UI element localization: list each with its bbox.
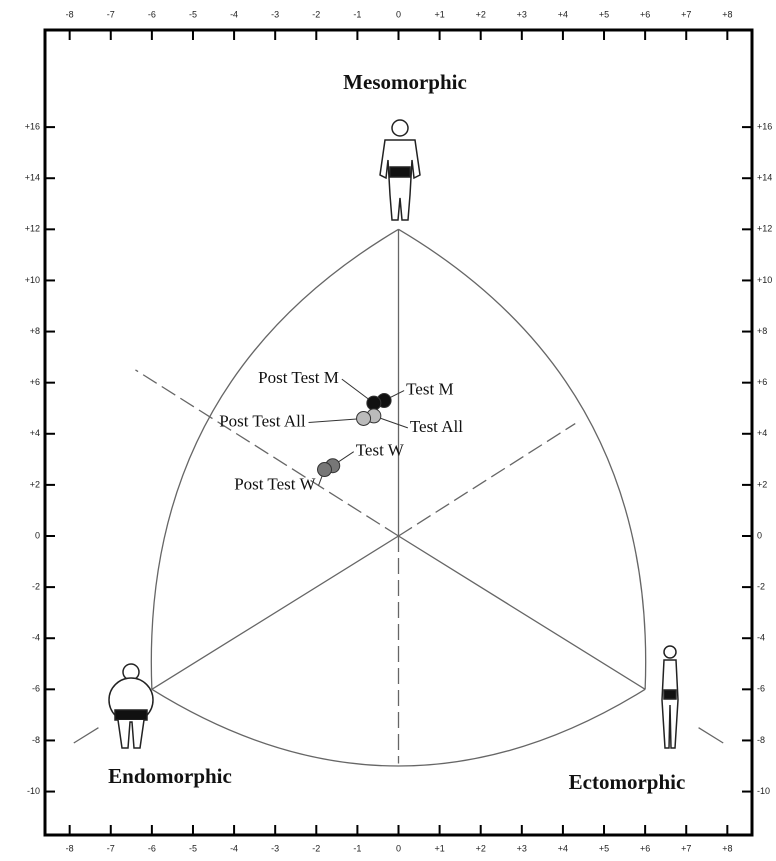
y-tick-label: -4 [32,633,40,643]
x-tick-label: +5 [599,9,609,19]
y-tick-label: -8 [757,735,765,745]
y-tick-label: +12 [25,224,40,234]
y-tick-label: -4 [757,633,765,643]
ecto-figure [662,646,678,748]
y-tick-label: 0 [35,530,40,540]
y-tick-label: +6 [30,377,40,387]
type-label: Endomorphic [108,764,232,788]
y-tick-label: -8 [32,735,40,745]
point-label: Post Test All [219,411,306,430]
x-tick-label: -1 [353,843,361,853]
y-tick-label: +14 [757,173,772,183]
y-tick-label: +16 [757,121,772,131]
point-label: Test All [410,417,463,436]
x-tick-label: -5 [189,843,197,853]
x-tick-label: -6 [148,9,156,19]
x-tick-label: -7 [107,9,115,19]
y-tick-label: +2 [757,479,767,489]
x-tick-label: +6 [640,9,650,19]
y-tick-label: 0 [757,530,762,540]
x-tick-label: -8 [66,843,74,853]
outline [399,229,646,689]
y-tick-label: -2 [757,581,765,591]
point [318,463,332,477]
y-tick-label: +16 [25,121,40,131]
dashed-line [135,370,575,764]
x-tick-label: +4 [558,9,568,19]
y-tick-label: +8 [757,326,767,336]
point-label: Test M [406,379,453,398]
point-label: Post Test W [234,474,316,493]
x-tick-label: -8 [66,9,74,19]
point [367,396,381,410]
point [357,411,371,425]
x-tick-label: +3 [517,843,527,853]
x-tick-label: 0 [396,843,401,853]
x-tick-label: -2 [312,9,320,19]
x-tick-label: -6 [148,843,156,853]
x-tick-label: -3 [271,843,279,853]
y-tick-label: -10 [757,786,770,796]
y-tick-label: +4 [30,428,40,438]
y-tick-label: -2 [32,581,40,591]
chart: Mesomorphic Endomorphic Ectomorphic -8 -8… [0,0,776,861]
x-tick-label: +2 [476,9,486,19]
type-label: Ectomorphic [569,770,686,794]
point-label: Test W [356,441,405,460]
x-tick-label: -2 [312,843,320,853]
y-tick-label: +10 [25,275,40,285]
x-tick-label: +6 [640,843,650,853]
y-tick-label: -6 [32,684,40,694]
x-tick-label: +1 [434,9,444,19]
x-tick-label: +4 [558,843,568,853]
x-tick-label: -3 [271,9,279,19]
y-tick-label: -10 [27,786,40,796]
type-label: Mesomorphic [343,70,467,94]
x-tick-label: -4 [230,843,238,853]
x-tick-label: +7 [681,9,691,19]
y-tick-label: +12 [757,224,772,234]
x-tick-label: +8 [722,843,732,853]
x-tick-label: +3 [517,9,527,19]
y-tick-label: +10 [757,275,772,285]
y-tick-label: +4 [757,428,767,438]
x-tick-label: +2 [476,843,486,853]
x-tick-label: +1 [434,843,444,853]
y-tick-label: -6 [757,684,765,694]
y-tick-label: +8 [30,326,40,336]
y-tick-label: +6 [757,377,767,387]
endo-figure [109,664,153,748]
x-tick-label: -4 [230,9,238,19]
x-tick-label: -1 [353,9,361,19]
x-tick-label: +8 [722,9,732,19]
meso-figure [380,120,420,220]
point-label: Post Test M [258,368,339,387]
y-tick-label: +2 [30,479,40,489]
x-tick-label: -5 [189,9,197,19]
y-tick-label: +14 [25,173,40,183]
x-tick-label: 0 [396,9,401,19]
x-tick-label: -7 [107,843,115,853]
x-tick-label: +5 [599,843,609,853]
leader-line [309,418,364,422]
x-tick-label: +7 [681,843,691,853]
